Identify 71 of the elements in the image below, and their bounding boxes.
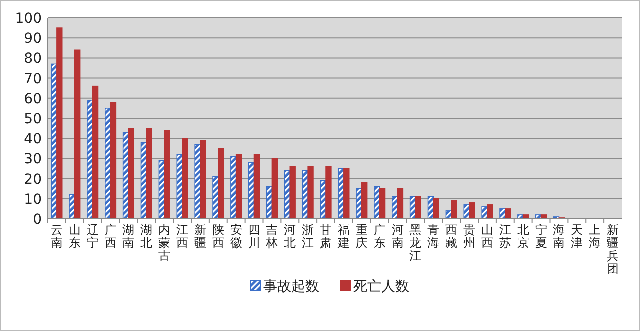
- x-tick-label: 江西: [176, 223, 189, 250]
- y-tick-label: 90: [24, 31, 42, 48]
- x-tick-label: 山东: [68, 223, 81, 250]
- x-tick-label: 辽宁: [86, 223, 99, 250]
- bar: [379, 188, 386, 220]
- x-tick-label: 福建: [336, 223, 350, 250]
- x-tick-label: 湖北: [140, 223, 153, 250]
- x-tick-label: 安徽: [230, 223, 242, 250]
- bar: [451, 200, 458, 220]
- y-tick-label: 80: [24, 51, 42, 68]
- bar: [344, 168, 350, 220]
- x-tick-label: 黑龙江: [410, 223, 422, 263]
- x-tick-label: 内蒙古: [158, 223, 171, 263]
- bar: [182, 138, 188, 220]
- bar: [128, 128, 134, 220]
- y-tick-label: 10: [24, 192, 42, 208]
- bar: [56, 28, 63, 220]
- bar: [433, 198, 440, 220]
- bar: [272, 158, 278, 220]
- x-tick-label: 湖南: [122, 223, 135, 250]
- y-tick-label: 70: [24, 71, 42, 88]
- bar: [218, 148, 224, 220]
- bar: [164, 130, 170, 220]
- x-tick-label: 海南: [553, 223, 566, 250]
- bar: [92, 86, 99, 220]
- x-tick-label: 西藏: [446, 223, 458, 250]
- bar: [254, 154, 260, 220]
- bar: [236, 154, 242, 220]
- y-tick-label: 20: [24, 172, 42, 188]
- x-tick-label: 四川: [248, 223, 260, 250]
- bar: [469, 202, 476, 220]
- x-tick-label: 河南: [392, 223, 404, 250]
- y-tick-label: 40: [24, 132, 42, 148]
- x-tick-label: 新疆: [194, 223, 206, 250]
- x-tick-label: 山西: [481, 223, 494, 250]
- x-tick-label: 吉林: [265, 223, 278, 250]
- y-tick-label: 0: [33, 212, 42, 228]
- bar: [487, 204, 494, 220]
- x-tick-label: 贵州: [464, 223, 476, 250]
- x-tick-label: 广东: [374, 223, 386, 250]
- x-tick-label: 新疆兵团: [607, 223, 620, 276]
- bar: [308, 166, 314, 220]
- x-tick-label: 江苏: [499, 223, 512, 250]
- x-tick-label: 上海: [589, 223, 602, 250]
- bar: [74, 50, 81, 220]
- x-tick-label: 云南: [50, 223, 63, 250]
- y-tick-label: 60: [24, 91, 42, 108]
- x-tick-label: 浙江: [302, 223, 314, 250]
- x-tick-label: 陕西: [212, 223, 224, 250]
- x-tick-label: 广西: [104, 223, 117, 250]
- y-tick-label: 30: [24, 152, 42, 168]
- legend-label: 事故起数: [264, 279, 320, 295]
- x-tick-label: 青海: [428, 223, 440, 250]
- bar: [397, 188, 404, 220]
- x-tick-label: 北京: [517, 223, 530, 250]
- bar: [362, 182, 368, 220]
- x-tick-label: 河北: [284, 223, 296, 250]
- bar: [415, 196, 422, 220]
- bar: [200, 140, 206, 220]
- y-tick-label: 100: [15, 11, 42, 27]
- y-tick-label: 50: [24, 112, 42, 128]
- legend-label: 死亡人数: [354, 279, 410, 295]
- x-tick-label: 宁夏: [535, 223, 548, 250]
- bar: [505, 208, 512, 220]
- x-tick-label: 重庆: [356, 223, 368, 250]
- bar: [146, 128, 152, 220]
- x-tick-label: 甘肃: [320, 223, 332, 250]
- x-tick-label: 天津: [571, 223, 584, 250]
- bar: [326, 166, 332, 220]
- bar: [290, 166, 296, 220]
- bar: [110, 102, 117, 220]
